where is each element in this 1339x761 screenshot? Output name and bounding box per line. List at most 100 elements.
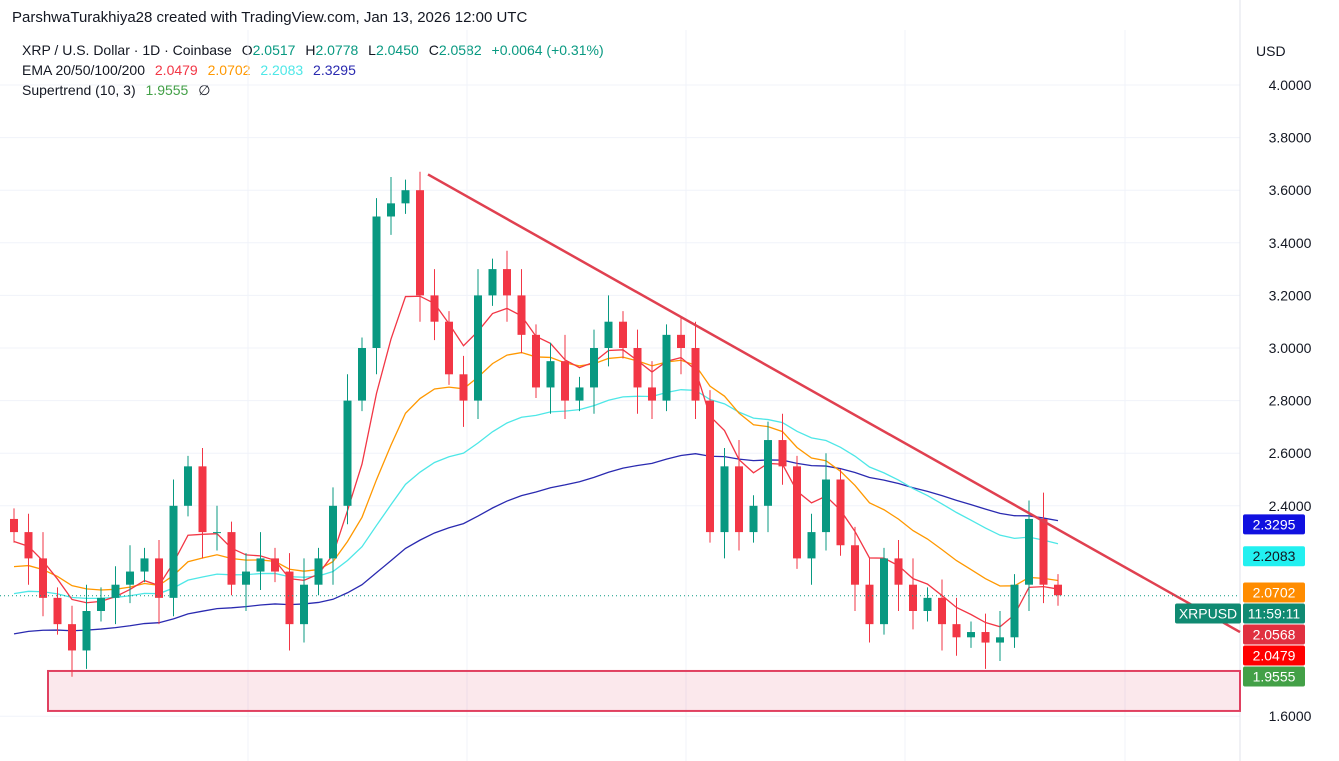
price-tag-bg bbox=[1243, 666, 1305, 687]
candle bbox=[358, 337, 366, 412]
candle-body bbox=[532, 334, 540, 388]
candle bbox=[894, 539, 903, 611]
close-label: C bbox=[428, 42, 439, 58]
price-tag-text: 2.3295 bbox=[1253, 516, 1296, 532]
candle-body bbox=[546, 361, 555, 388]
candle-body bbox=[53, 597, 62, 625]
candle bbox=[633, 329, 642, 414]
candle-body bbox=[213, 532, 221, 534]
candle bbox=[329, 487, 337, 585]
ema200-value: 2.3295 bbox=[313, 62, 356, 78]
candle-body bbox=[256, 558, 265, 572]
candle bbox=[1025, 500, 1033, 611]
candle-body bbox=[401, 190, 410, 204]
y-tick-label: 2.8000 bbox=[1269, 393, 1312, 409]
symbol-name[interactable]: XRP / U.S. Dollar · 1D · Coinbase bbox=[22, 42, 232, 58]
candle bbox=[996, 611, 1004, 661]
candle-body bbox=[111, 584, 120, 598]
candle bbox=[372, 198, 381, 375]
candle-body bbox=[967, 632, 975, 638]
candle bbox=[1054, 574, 1062, 606]
price-tag-bg bbox=[1243, 514, 1305, 535]
candle bbox=[807, 513, 816, 585]
low-label: L bbox=[368, 42, 376, 58]
supertrend-label[interactable]: Supertrend (10, 3) bbox=[22, 82, 136, 98]
candle-body bbox=[836, 479, 845, 546]
candle-body bbox=[329, 505, 337, 559]
price-tag-bg bbox=[1243, 603, 1305, 624]
candle bbox=[169, 479, 178, 617]
candle-body bbox=[474, 295, 482, 401]
price-tag: 2.0702 bbox=[1243, 582, 1305, 603]
candle bbox=[981, 613, 990, 669]
candle bbox=[662, 324, 671, 412]
candle bbox=[1039, 492, 1048, 604]
candle bbox=[314, 547, 323, 596]
candle-body bbox=[97, 597, 105, 611]
candle bbox=[532, 324, 540, 398]
open-value: 2.0517 bbox=[252, 42, 296, 58]
candle-body bbox=[1054, 584, 1062, 596]
candle bbox=[648, 361, 656, 420]
candle bbox=[242, 553, 250, 611]
candle bbox=[720, 447, 729, 559]
candle bbox=[213, 505, 221, 551]
candle bbox=[851, 526, 859, 611]
candle bbox=[256, 532, 265, 590]
ema-legend[interactable]: EMA 20/50/100/200 2.0479 2.0702 2.2083 2… bbox=[22, 62, 362, 78]
candle bbox=[459, 355, 468, 427]
ema-label[interactable]: EMA 20/50/100/200 bbox=[22, 62, 145, 78]
low-value: 2.0450 bbox=[375, 42, 419, 58]
candle-body bbox=[184, 466, 192, 506]
candle-body bbox=[720, 466, 729, 533]
candle bbox=[590, 329, 598, 414]
candle-body bbox=[343, 400, 352, 506]
candle-body bbox=[459, 374, 468, 401]
candle bbox=[604, 295, 613, 367]
candle bbox=[778, 413, 787, 485]
candle bbox=[416, 171, 424, 322]
close-value: 2.0582 bbox=[438, 42, 482, 58]
price-tag-text: 2.0479 bbox=[1253, 648, 1296, 664]
price-tag: 2.0479 bbox=[1243, 645, 1305, 666]
ema200-line bbox=[13, 453, 1059, 635]
candle bbox=[938, 579, 946, 651]
candle-body bbox=[445, 321, 453, 375]
symbol-legend[interactable]: XRP / U.S. Dollar · 1D · Coinbase O2.051… bbox=[22, 42, 610, 58]
price-tag: 2.2083 bbox=[1243, 546, 1305, 567]
candle-body bbox=[242, 571, 250, 585]
candle-body bbox=[735, 466, 743, 533]
candle-body bbox=[865, 584, 874, 625]
candle bbox=[488, 258, 497, 306]
supertrend-value: 1.9555 bbox=[145, 82, 189, 98]
price-tag: 11:59:11 XRPUSD bbox=[1175, 603, 1305, 624]
candle bbox=[97, 587, 105, 622]
y-tick-label: 2.4000 bbox=[1269, 498, 1312, 514]
candle bbox=[387, 177, 395, 235]
candle-body bbox=[880, 558, 888, 625]
candle-body bbox=[996, 637, 1004, 643]
price-tag-text: 1.9555 bbox=[1253, 669, 1296, 685]
candle-body bbox=[300, 584, 308, 625]
candle bbox=[503, 250, 511, 322]
candle-body bbox=[575, 387, 584, 401]
price-tag-bg bbox=[1243, 546, 1305, 567]
supertrend-legend[interactable]: Supertrend (10, 3) 1.9555 ∅ bbox=[22, 82, 216, 99]
candle bbox=[677, 316, 685, 375]
candle-body bbox=[82, 611, 91, 651]
ema20-value: 2.0479 bbox=[154, 62, 198, 78]
candle-body bbox=[140, 558, 149, 572]
candle-body bbox=[677, 334, 685, 348]
candle bbox=[793, 455, 801, 569]
candle-body bbox=[662, 334, 671, 401]
candle bbox=[39, 532, 47, 617]
candle-body bbox=[517, 295, 526, 335]
ema100-line bbox=[13, 389, 1059, 600]
candle-body bbox=[430, 295, 439, 322]
candle bbox=[271, 547, 279, 583]
candle-body bbox=[764, 440, 772, 506]
candle bbox=[967, 621, 975, 648]
candle bbox=[126, 545, 134, 604]
